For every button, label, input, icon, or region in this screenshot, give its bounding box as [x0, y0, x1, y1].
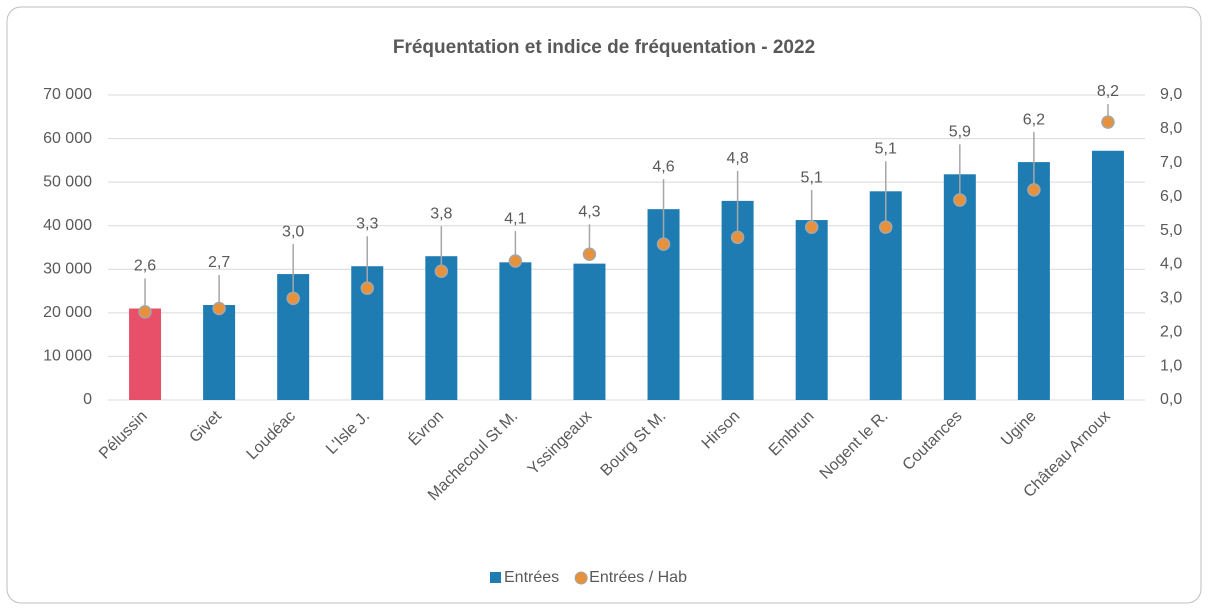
data-label: 2,7 [208, 254, 230, 271]
y-tick-label: 50 000 [43, 173, 92, 190]
point [360, 281, 374, 295]
data-label: 3,0 [282, 223, 304, 240]
y2-tick-label: 6,0 [1160, 188, 1182, 205]
data-label: 4,6 [652, 158, 674, 175]
y-tick-label: 40 000 [43, 217, 92, 234]
y2-tick-label: 1,0 [1160, 357, 1182, 374]
point [286, 291, 300, 306]
data-label: 2,6 [134, 258, 156, 275]
y2-tick-label: 7,0 [1160, 154, 1182, 171]
y-tick-label: 30 000 [43, 261, 92, 278]
data-label: 5,9 [949, 124, 971, 141]
point [508, 254, 523, 268]
y-tick-label: 60 000 [43, 130, 92, 147]
legend-swatch [490, 572, 501, 583]
y2-tick-label: 8,0 [1160, 120, 1182, 137]
bar [1017, 162, 1050, 400]
data-label: 4,1 [504, 210, 526, 227]
bar [499, 262, 532, 400]
legend-label: Entrées / Hab [589, 569, 687, 586]
bar [203, 305, 236, 400]
data-label: 6,2 [1023, 111, 1045, 128]
bar [943, 174, 976, 400]
point [730, 230, 745, 245]
y2-tick-label: 2,0 [1160, 323, 1182, 340]
bar [1091, 150, 1124, 400]
y-tick-label: 70 000 [43, 86, 92, 103]
data-label: 5,1 [875, 141, 897, 158]
bar [795, 220, 828, 400]
point [138, 305, 152, 319]
y2-tick-label: 5,0 [1160, 222, 1182, 239]
data-label: 3,8 [430, 205, 452, 222]
chart-title: Fréquentation et indice de fréquentation… [393, 37, 815, 58]
y-tick-label: 0 [83, 391, 92, 408]
bar [573, 263, 606, 400]
data-label: 5,1 [801, 169, 823, 186]
y-tick-label: 10 000 [43, 348, 92, 365]
point [582, 247, 597, 262]
data-label: 8,2 [1097, 83, 1119, 100]
point [656, 237, 671, 251]
legend-label: Entrées [504, 569, 559, 586]
y-tick-label: 20 000 [43, 304, 92, 321]
point [434, 264, 449, 278]
data-label: 3,3 [356, 215, 378, 232]
y2-tick-label: 0,0 [1160, 391, 1182, 408]
y2-tick-label: 4,0 [1160, 256, 1182, 273]
point [953, 193, 967, 207]
data-label: 4,8 [726, 150, 748, 167]
bar [129, 308, 162, 400]
y2-tick-label: 3,0 [1160, 290, 1182, 307]
point [1101, 115, 1115, 129]
point [804, 220, 819, 234]
data-label: 4,3 [578, 203, 600, 220]
legend-swatch [574, 571, 588, 585]
point [212, 301, 226, 316]
point [879, 220, 893, 234]
bar [425, 256, 458, 400]
y2-tick-label: 9,0 [1160, 86, 1182, 103]
point [1027, 183, 1041, 197]
